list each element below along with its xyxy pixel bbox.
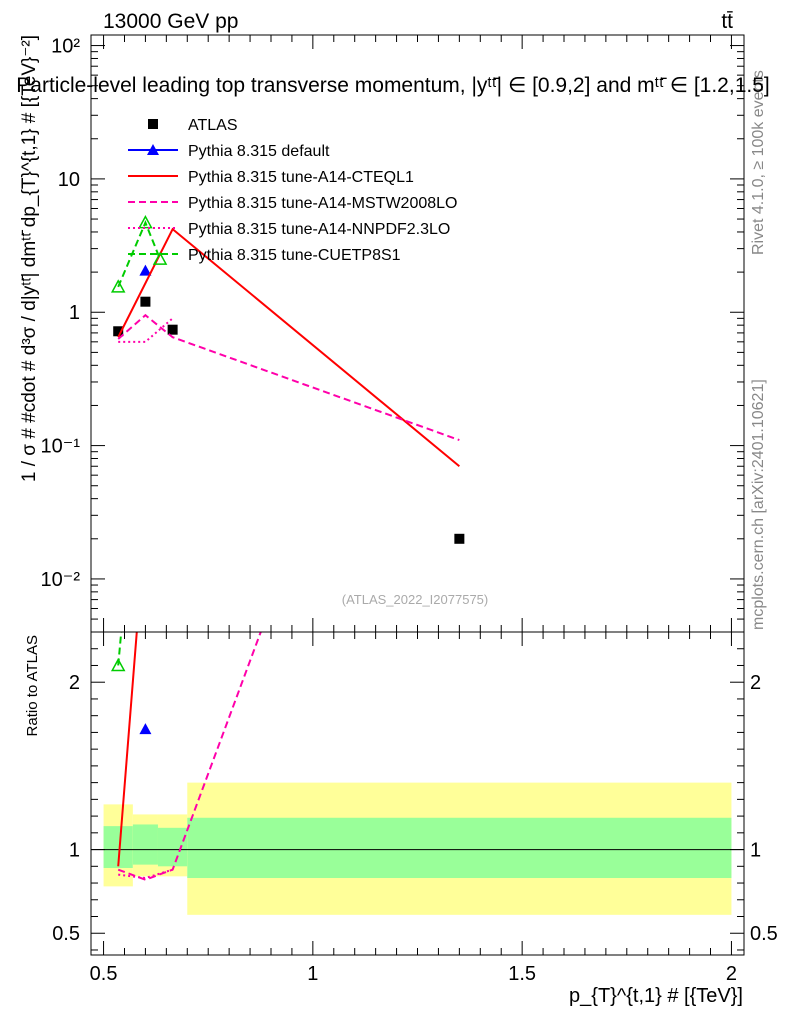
y-tick-label: 10² (51, 36, 80, 58)
axes: 0.5 1 1.5 2 10⁻² 10⁻¹ 1 10 10² 0.5 0.5 1 1 2 2 (41, 34, 778, 985)
legend-marker (148, 119, 158, 129)
data-point (454, 533, 465, 544)
ratio-tick-label: 1 (69, 840, 80, 862)
series-marker (138, 215, 153, 229)
x-tick-label: 2 (726, 963, 737, 985)
ratio-tick-label: 2 (69, 672, 80, 694)
uncertainty-bands (91, 782, 744, 915)
y-tick-label: 10 (58, 169, 80, 191)
legend-label: Pythia 8.315 tune-A14-NNPDF2.3LO (188, 221, 450, 238)
x-tick-label: 0.5 (90, 963, 118, 985)
ratio-line (117, 632, 262, 881)
y-axis-label: 1 / σ # #cdot # d³σ / d|yᵗᵗ̄| dmᵗᵗ̄ dp_{… (19, 35, 40, 482)
ratio-tick-label: 0.5 (52, 923, 80, 945)
legend-marker (147, 144, 159, 155)
legend-label: Pythia 8.315 tune-A14-MSTW2008LO (188, 195, 457, 212)
ratio-tick-label-right: 0.5 (750, 923, 778, 945)
band-inner (187, 817, 732, 879)
legend-label: ATLAS (188, 117, 238, 134)
band-inner (157, 827, 188, 867)
ratio-tick-label-right: 1 (750, 840, 761, 862)
y-tick-label: 10⁻² (41, 569, 81, 591)
legend: ATLAS Pythia 8.315 default Pythia 8.315 tu… (128, 117, 457, 264)
data-point (167, 324, 178, 335)
series-marker (152, 251, 168, 265)
ratio-marker (110, 657, 126, 672)
ratio-line (118, 868, 173, 880)
y-tick-label: 1 (69, 302, 80, 324)
y-tick-label: 10⁻¹ (41, 436, 81, 458)
ratio-marker (139, 358, 151, 369)
series-line (118, 317, 174, 343)
legend-label: Pythia 8.315 default (188, 143, 330, 160)
x-tick-label: 1.5 (508, 963, 536, 985)
series-marker (139, 264, 152, 276)
band-inner (132, 824, 158, 865)
series-line (117, 313, 460, 442)
series-marker (110, 279, 126, 293)
watermark: (ATLAS_2022_I2077575) (342, 592, 488, 607)
energy-label: 13000 GeV pp (103, 10, 238, 33)
ratio-line (117, 632, 123, 666)
ratio-line (117, 632, 138, 867)
data-point (113, 326, 124, 337)
process-label: tt̄ (721, 10, 733, 33)
legend-label: Pythia 8.315 tune-CUETP8S1 (188, 247, 401, 264)
ratio-marker (154, 459, 166, 470)
ratio-axis-label: Ratio to ATLAS (24, 635, 41, 736)
series-line (117, 220, 161, 288)
data-point (140, 296, 151, 307)
legend-label: Pythia 8.315 tune-A14-CTEQL1 (188, 169, 414, 186)
series-line (117, 227, 460, 468)
main-panel-series (110, 215, 465, 544)
rivet-label: Rivet 4.1.0, ≥ 100k events (750, 70, 767, 255)
plot-title: Particle-level leading top transverse mo… (16, 74, 769, 97)
ratio-tick-label-right: 2 (750, 672, 761, 694)
mcplots-label: mcplots.cern.ch [arXiv:2401.10621] (750, 379, 767, 630)
x-tick-label: 1 (307, 963, 318, 985)
ratio-marker (139, 723, 152, 735)
ratio-panel-series (110, 358, 262, 881)
x-axis-label: p_{T}^{t,1} # [{TeV}] (569, 985, 743, 1007)
